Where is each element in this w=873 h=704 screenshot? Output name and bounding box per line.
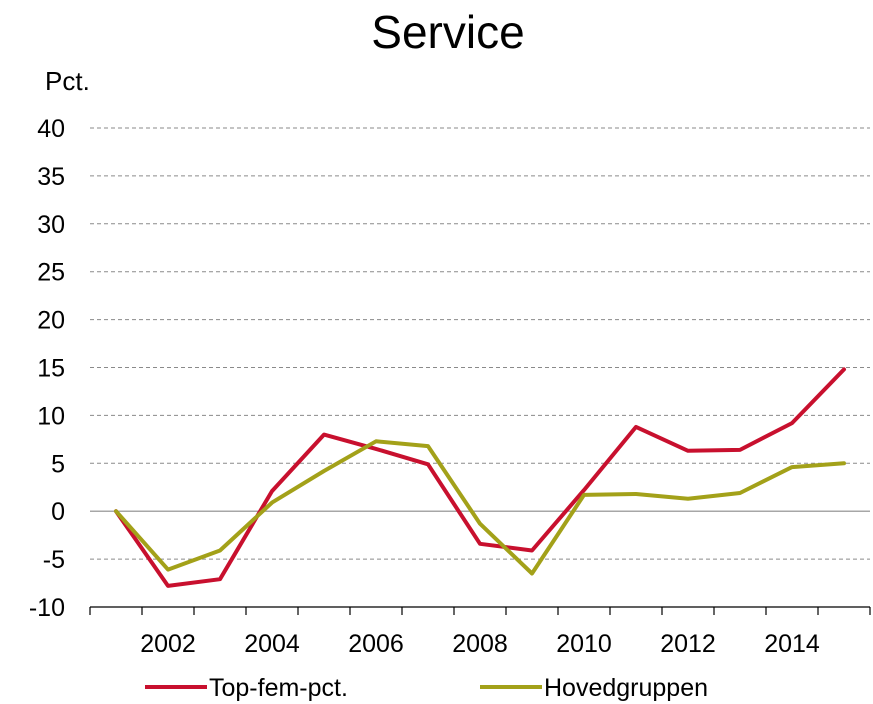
x-tick-label: 2010 xyxy=(556,630,612,658)
y-axis-unit: Pct. xyxy=(45,66,90,96)
x-tick-label: 2012 xyxy=(660,630,716,658)
axes xyxy=(89,510,871,615)
series-line xyxy=(114,439,846,576)
legend: Top-fem-pct. Hovedgruppen xyxy=(145,674,708,702)
y-tick-label: 15 xyxy=(37,355,65,383)
y-tick-label: 20 xyxy=(37,307,65,335)
y-tick-label: 5 xyxy=(51,450,65,478)
series-line xyxy=(114,367,846,588)
gridlines xyxy=(90,127,870,560)
x-tick-label: 2006 xyxy=(348,630,404,658)
y-tick-label: 25 xyxy=(37,259,65,287)
y-tick-label: 10 xyxy=(37,402,65,430)
legend-label: Top-fem-pct. xyxy=(209,674,348,702)
y-tick-label: -5 xyxy=(43,546,65,574)
x-tick-label: 2008 xyxy=(452,630,508,658)
x-tick-label: 2004 xyxy=(244,630,300,658)
y-tick-label: 30 xyxy=(37,211,65,239)
y-tick-labels: -10 -5 0 5 10 15 20 25 30 35 40 xyxy=(29,115,65,622)
y-tick-label: 40 xyxy=(37,115,65,143)
y-tick-label: -10 xyxy=(29,594,65,622)
x-tick-label: 2014 xyxy=(764,630,820,658)
y-tick-label: 0 xyxy=(51,498,65,526)
x-tick-labels: 2002 2004 2006 2008 2010 2012 2014 xyxy=(140,630,820,658)
y-tick-label: 35 xyxy=(37,163,65,191)
series-lines xyxy=(114,367,846,588)
x-tick-label: 2002 xyxy=(140,630,196,658)
legend-label: Hovedgruppen xyxy=(544,674,708,702)
chart-title: Service xyxy=(371,6,524,58)
